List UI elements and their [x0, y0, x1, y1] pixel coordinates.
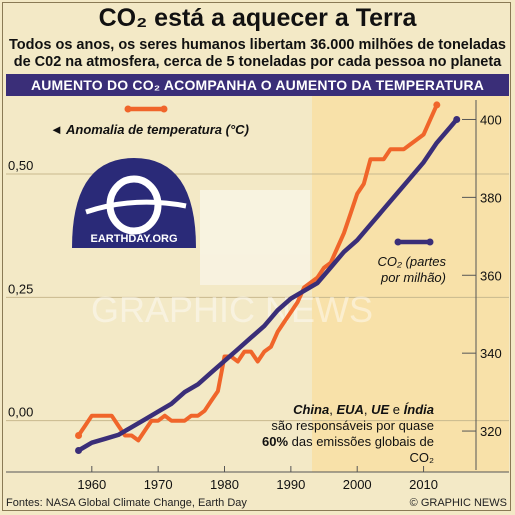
right-tick-label: 380 — [480, 190, 502, 205]
left-tick-label: 0,50 — [8, 158, 33, 173]
temperature-legend-dot-right — [160, 105, 168, 113]
left-axis: 0,00 0,25 0,50 — [8, 158, 33, 420]
co2-legend-label-1: CO₂ (partes — [377, 254, 446, 269]
earthday-logo: EARTHDAY.ORG — [72, 158, 196, 248]
frame — [2, 2, 511, 511]
annotation-sep-3: e — [389, 402, 404, 417]
logo-swoosh — [85, 199, 187, 215]
x-tick-label: 2000 — [343, 477, 372, 492]
temperature-legend-dot-left — [124, 105, 132, 113]
subtitle-line-1: Todos os anos, os seres humanos libertam… — [9, 37, 506, 53]
page-title: CO₂ está a aquecer a Terra — [98, 4, 417, 32]
annotation-tail: das emissões globais de CO₂ — [288, 434, 434, 465]
watermark-box — [200, 190, 310, 285]
co2-start-point — [75, 447, 83, 455]
footer-source: Fontes: NASA Global Climate Change, Eart… — [6, 497, 247, 509]
temperature-legend-label: ◄ Anomalia de temperatura (°C) — [50, 122, 249, 137]
annotation-sep-2: , — [363, 402, 372, 417]
annotation-china: China — [293, 402, 330, 417]
x-tick-label: 1970 — [144, 477, 173, 492]
temperature-start-point — [75, 431, 83, 439]
right-tick-label: 400 — [480, 112, 502, 127]
left-tick-label: 0,00 — [8, 405, 33, 420]
annotation-line-1: China, EUA, UE e Índia — [258, 402, 434, 418]
right-axis: 320 340 360 380 400 — [462, 100, 502, 470]
x-tick-label: 2010 — [409, 477, 438, 492]
annotation-ue: UE — [371, 402, 390, 417]
annotation-sep-1: , — [329, 402, 337, 417]
co2-end-point — [453, 115, 461, 123]
line-chart: GRAPHIC NEWS EARTHDAY.ORG 0,00 0,25 0,50 3… — [6, 96, 509, 492]
legends: ◄ Anomalia de temperatura (°C) CO₂ (part… — [50, 105, 446, 285]
logo-text: EARTHDAY.ORG — [91, 233, 178, 245]
annotation-india: Índia — [403, 402, 434, 417]
temperature-line — [76, 104, 439, 443]
x-tick-label: 1990 — [276, 477, 305, 492]
right-tick-label: 360 — [480, 268, 502, 283]
annotation-percent: 60% — [261, 434, 289, 449]
co2-legend-dot-left — [394, 238, 402, 246]
annotation-eua: EUA — [336, 402, 364, 417]
watermark: GRAPHIC NEWS — [91, 190, 373, 330]
annotation-line-3: 60% das emissões globais de CO₂ — [258, 434, 434, 466]
co2-series — [75, 115, 461, 455]
annotation-line-2: são responsáveis por quase — [271, 418, 434, 433]
co2-legend-label-2: por milhão) — [380, 270, 446, 285]
right-tick-label: 320 — [480, 424, 502, 439]
left-tick-label: 0,25 — [8, 281, 33, 296]
banner: AUMENTO DO CO₂ ACOMPANHA O AUMENTO DA TE… — [6, 74, 509, 96]
co2-line — [77, 118, 459, 453]
subtitle: Todos os anos, os seres humanos libertam… — [0, 37, 515, 71]
watermark-text: GRAPHIC NEWS — [91, 289, 373, 330]
temperature-end-point — [433, 101, 441, 109]
x-tick-label: 1980 — [210, 477, 239, 492]
co2-legend-dot-right — [426, 238, 434, 246]
footer-credit: © GRAPHIC NEWS — [409, 497, 507, 509]
emissions-annotation: China, EUA, UE e Índia são responsáveis … — [258, 402, 434, 466]
subtitle-line-2: de C02 na atmosfera, cerca de 5 tonelada… — [13, 54, 502, 70]
x-axis: 1960 1970 1980 1990 2000 2010 — [6, 466, 509, 492]
right-tick-label: 340 — [480, 346, 502, 361]
temperature-series — [75, 101, 441, 443]
x-tick-label: 1960 — [77, 477, 106, 492]
